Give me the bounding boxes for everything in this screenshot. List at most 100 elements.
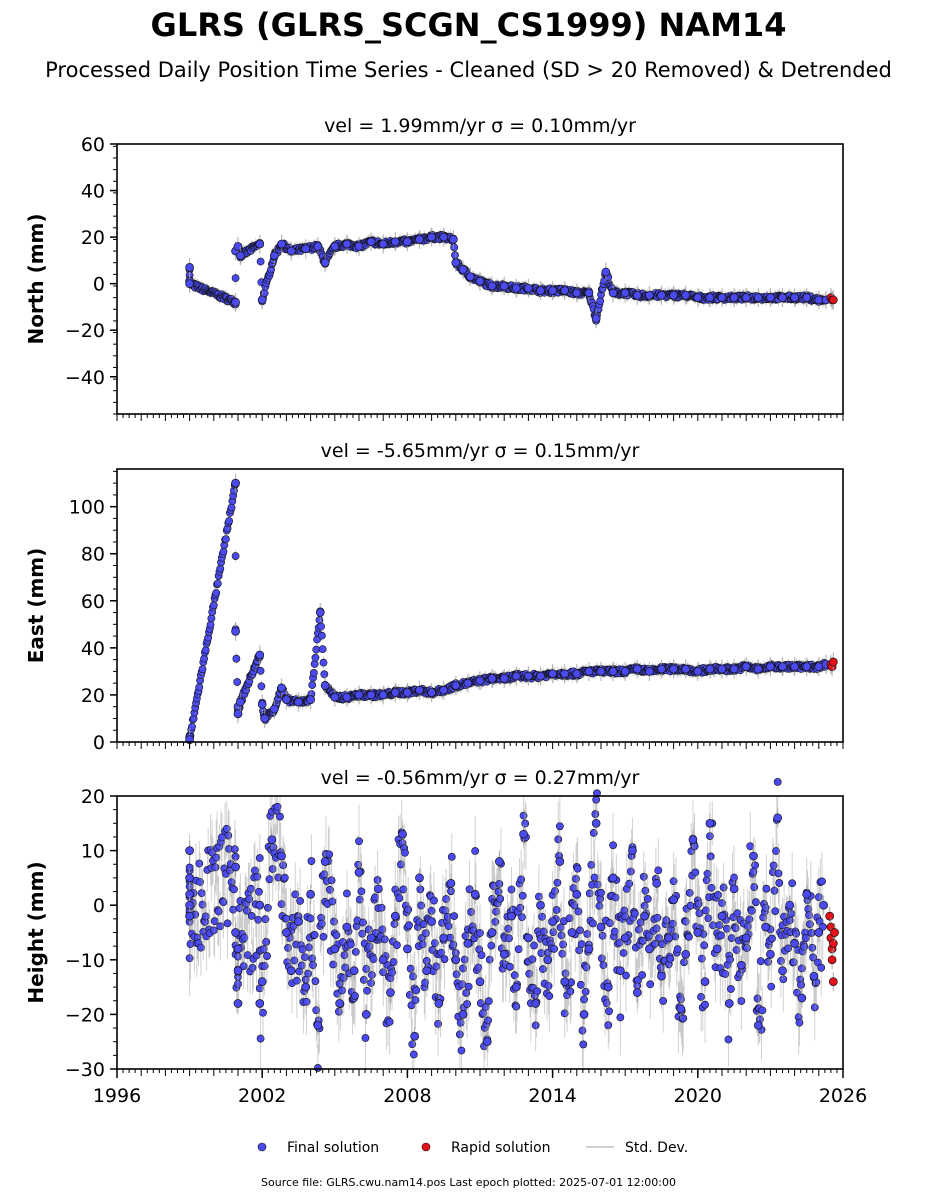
final-point — [521, 819, 530, 828]
final-point — [306, 695, 315, 704]
final-point — [495, 879, 504, 888]
final-point — [553, 878, 562, 887]
final-point — [212, 588, 221, 597]
y-tick-label: 20 — [81, 685, 105, 707]
final-point — [269, 704, 279, 714]
final-point — [415, 685, 424, 695]
final-point — [286, 246, 296, 256]
final-point — [507, 885, 516, 894]
final-point — [643, 895, 652, 903]
final-point — [366, 690, 376, 700]
final-point — [214, 907, 223, 916]
final-point — [409, 1050, 418, 1059]
panel-2: vel = -5.65mm/yr σ = 0.15mm/yr East (mm) 0… — [24, 440, 844, 754]
final-point — [320, 670, 329, 679]
final-point — [560, 286, 570, 295]
final-point — [528, 955, 537, 964]
final-solution-series — [185, 473, 831, 750]
final-point — [230, 845, 239, 854]
final-point — [583, 930, 592, 938]
final-point — [455, 1030, 464, 1039]
final-point — [378, 690, 388, 700]
final-point — [257, 699, 267, 709]
final-point — [318, 645, 327, 654]
final-point — [411, 996, 420, 1004]
final-point — [211, 863, 220, 872]
chart-title: GLRS (GLRS_SCGN_CS1999) NAM14 — [150, 6, 787, 44]
final-point — [741, 662, 751, 672]
final-point — [475, 676, 485, 686]
final-point — [460, 955, 469, 964]
final-point — [705, 664, 715, 674]
final-point — [802, 662, 812, 672]
final-point — [620, 667, 630, 676]
final-point — [572, 288, 582, 298]
final-point — [591, 810, 600, 818]
final-point — [304, 969, 313, 978]
final-point — [227, 503, 236, 512]
final-point — [596, 297, 605, 305]
final-point — [308, 681, 317, 689]
final-point — [681, 290, 691, 300]
final-point — [766, 662, 775, 672]
final-point — [263, 903, 272, 912]
final-solution-series — [185, 227, 831, 329]
final-point — [717, 293, 727, 302]
final-point — [666, 954, 675, 963]
final-point — [766, 293, 775, 302]
final-point — [536, 671, 545, 681]
final-point — [212, 853, 221, 862]
final-point — [269, 251, 279, 261]
final-point — [576, 926, 584, 935]
final-point — [312, 645, 321, 654]
final-point — [548, 286, 557, 295]
final-point — [717, 664, 727, 674]
final-point — [247, 884, 255, 893]
final-point — [260, 714, 269, 723]
final-point — [311, 653, 320, 662]
final-point — [395, 894, 404, 903]
final-point — [465, 272, 475, 282]
final-point — [538, 912, 547, 921]
final-point — [605, 1007, 613, 1016]
final-point — [572, 669, 582, 679]
final-point — [514, 945, 523, 954]
final-point — [581, 987, 590, 996]
panel-3: vel = -0.56mm/yr σ = 0.27mm/yr Height (mm… — [24, 767, 867, 1107]
final-point — [439, 232, 449, 242]
final-point — [632, 290, 642, 300]
final-point — [451, 258, 461, 268]
y-tick-label: −20 — [65, 320, 105, 342]
final-point — [427, 688, 436, 697]
final-point — [554, 835, 563, 844]
final-point — [320, 258, 330, 268]
final-point — [404, 905, 413, 914]
final-point — [645, 290, 654, 300]
rapid-solution-series — [826, 288, 838, 310]
std-dev-bars — [185, 778, 827, 1072]
final-point — [198, 665, 207, 674]
final-point — [351, 947, 360, 956]
final-point — [693, 667, 703, 676]
final-point — [729, 293, 739, 302]
final-point — [256, 666, 265, 675]
final-point — [254, 915, 263, 924]
final-point — [306, 914, 315, 923]
final-point — [451, 251, 459, 260]
final-point — [201, 646, 210, 654]
final-point — [315, 608, 325, 617]
final-point — [422, 929, 430, 938]
final-point — [231, 297, 240, 307]
final-point — [302, 997, 311, 1006]
panel-title: vel = -0.56mm/yr σ = 0.27mm/yr — [321, 767, 640, 789]
final-point — [317, 622, 325, 631]
final-point — [524, 283, 533, 293]
panel-title: vel = -5.65mm/yr σ = 0.15mm/yr — [321, 440, 640, 462]
final-point — [646, 980, 655, 989]
final-point — [328, 897, 337, 906]
final-point — [449, 235, 458, 244]
final-point — [332, 931, 341, 940]
final-point — [319, 932, 328, 941]
final-point — [471, 847, 480, 855]
